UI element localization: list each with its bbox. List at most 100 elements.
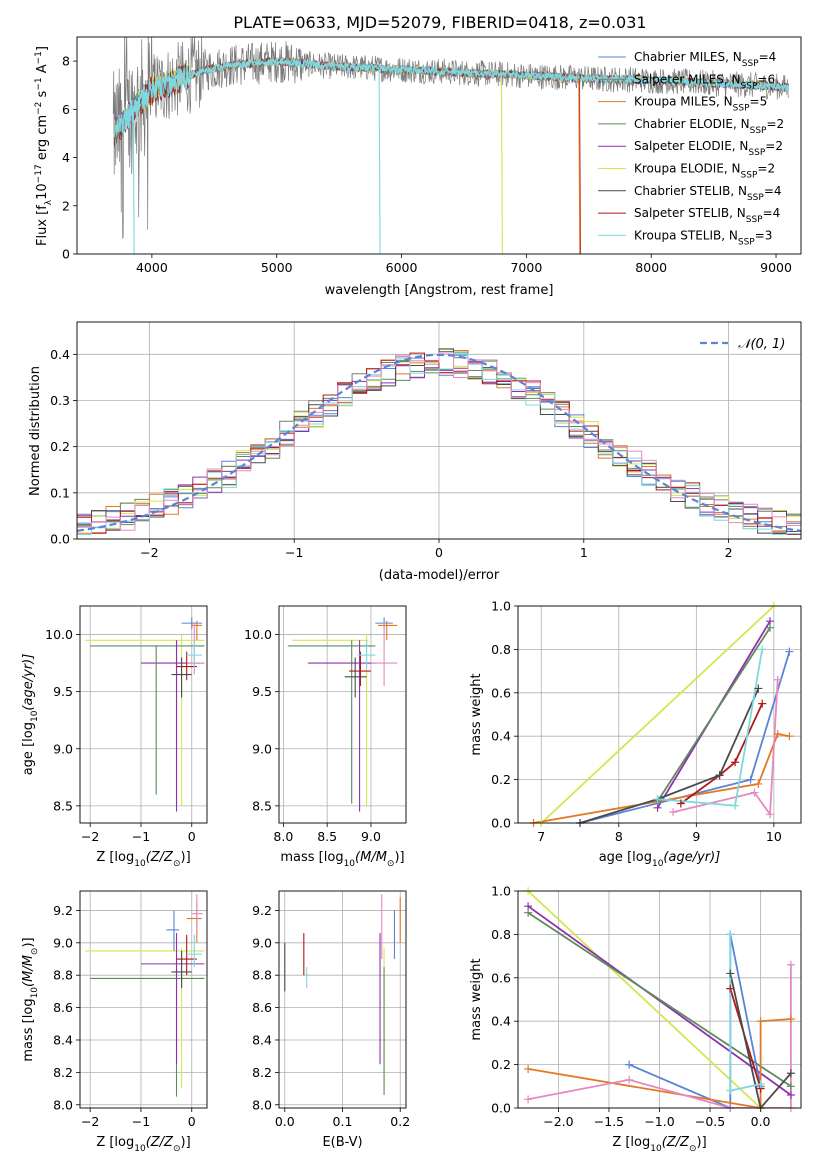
label-part: Z [log [96, 850, 134, 865]
x-tick-label: 7 [537, 829, 545, 844]
label-part: λ [44, 199, 54, 205]
plot-area [284, 894, 401, 1096]
label-part: =2 [757, 162, 775, 176]
weight-marker [750, 788, 759, 797]
weight-marker [756, 1080, 765, 1089]
label-part: (M/M [355, 850, 387, 865]
weight-line [527, 1018, 791, 1108]
weight-marker [786, 960, 795, 969]
x-axis-label: Z [log10(Z/Z⊙)] [96, 1135, 190, 1154]
label-part: mass [log [280, 850, 343, 865]
model-spectrum-line-kroupa-stelib [113, 56, 790, 138]
plot-frame [517, 890, 802, 1109]
x-axis-label: Z [log10(Z/Z⊙)] [96, 850, 190, 869]
label-part: =4 [759, 50, 777, 64]
y-tick-label: 8.5 [252, 798, 272, 813]
weight-line [680, 703, 764, 805]
x-tick-label: −1 [285, 545, 303, 560]
label-part: age [log [599, 850, 652, 865]
y-tick-label: 8.0 [252, 1097, 272, 1112]
y-tick-label: 9.5 [53, 684, 73, 699]
x-tick-label: 9.0 [361, 829, 381, 844]
y-tick-label: 0.0 [491, 1101, 511, 1116]
mass-vs-extinction-panel: 0.0 0.1 0.2 8.0 8.2 8.4 8.6 8.8 9.0 9.2 E(B-V) [252, 890, 410, 1150]
weight-marker [715, 771, 724, 780]
weight-marker [765, 623, 774, 632]
gaussian-curve [77, 353, 801, 532]
x-tick-label: 7000 [510, 260, 542, 275]
plot-frame [278, 605, 407, 824]
weight-marker [786, 1069, 795, 1078]
y-tick-label: 9.0 [53, 741, 73, 756]
weight-marker [754, 684, 763, 693]
y-axis-label: Flux [fλ10−17 erg cm−2 s−1 A−1] [34, 46, 54, 246]
label-part: −1 [34, 51, 44, 64]
x-tick-label: 0 [188, 829, 196, 844]
label-part: Chabrier ELODIE, N [634, 117, 750, 131]
plot-background [518, 606, 801, 823]
label-part: SSP [746, 215, 763, 225]
weight-marker [786, 1015, 795, 1024]
gridlines [80, 891, 207, 1108]
plot-frame [76, 321, 802, 540]
x-tick-label: −1.5 [594, 1114, 624, 1129]
y-tick-label: 0.8 [491, 927, 511, 942]
weight-marker [746, 775, 755, 784]
y-tick-label: 8.6 [53, 1000, 73, 1015]
label-part: Chabrier STELIB, N [634, 184, 747, 198]
x-axis-label: Z [log10(Z/Z⊙)] [612, 1135, 706, 1154]
x-axis-label: E(B-V) [322, 1135, 362, 1150]
weight-marker [773, 675, 782, 684]
residuals-panel: −2 −1 0 1 2 0.0 0.1 0.2 0.3 0.4 𝒩(0, 1) (data-model… [28, 321, 802, 583]
x-tick-label: 0 [435, 545, 443, 560]
y-tick-label: 8.8 [252, 968, 272, 983]
label-part: (Z/Z [146, 850, 174, 865]
label-part: =2 [766, 117, 784, 131]
x-axis-label: (data-model)/error [379, 568, 500, 583]
y-tick-label: 8.4 [252, 1032, 272, 1047]
weight-marker [653, 795, 662, 804]
weight-line [527, 905, 792, 1096]
label-part: 10 [134, 859, 146, 869]
y-tick-label: 1.0 [491, 599, 511, 614]
plot-frame [76, 36, 802, 255]
plot-frame [517, 605, 802, 824]
label-part: =3 [755, 228, 773, 242]
label-part: (Z/Z [146, 1135, 174, 1150]
x-tick-label: −2 [81, 829, 99, 844]
x-tick-label: 0.0 [275, 1114, 295, 1129]
y-tick-label: 10.0 [244, 627, 272, 642]
x-tick-label: 10 [766, 829, 782, 844]
y-tick-label: 8.0 [53, 1097, 73, 1112]
y-tick-label: 0.8 [491, 642, 511, 657]
y-tick-label: 0.2 [491, 772, 511, 787]
legend-entry: Kroupa ELODIE, NSSP=2 [634, 162, 775, 181]
legend-entry: Chabrier STELIB, NSSP=4 [634, 184, 782, 203]
weight-marker [731, 801, 740, 810]
legend-entry: Kroupa STELIB, NSSP=3 [634, 228, 772, 247]
y-tick-label: 1.0 [491, 884, 511, 899]
label-part: s [35, 90, 50, 101]
weight-marker [786, 1090, 795, 1099]
spectrum-drop [378, 68, 381, 254]
weight-marker [731, 758, 740, 767]
label-part: 10 [650, 1144, 662, 1154]
plot-area [287, 617, 398, 812]
label-part: Salpeter MILES, N [634, 72, 741, 86]
x-axis-label: age [log10(age/yr)] [599, 850, 721, 869]
weight-marker [524, 908, 533, 917]
weight-vs-metallicity-panel: −2.0 −1.5 −1.0 −0.5 0.0 0.0 0.2 0.4 0.6 0.8 1.0 Z [… [469, 884, 802, 1154]
y-tick-label: 0.2 [50, 439, 70, 454]
label-part: 10 [30, 710, 40, 722]
x-tick-label: 6000 [386, 260, 418, 275]
y-axis-label: age [log10(age/yr)] [21, 654, 40, 776]
legend-entry: Chabrier ELODIE, NSSP=2 [634, 117, 784, 136]
y-tick-label: 0.0 [50, 532, 70, 547]
label-part: )] [181, 850, 191, 865]
y-tick-label: 0.2 [491, 1057, 511, 1072]
x-tick-label: 4000 [136, 260, 168, 275]
weight-marker [524, 1064, 533, 1073]
weight-marker [726, 984, 735, 993]
label-part: Z [log [612, 1135, 650, 1150]
x-tick-label: −1 [132, 829, 150, 844]
